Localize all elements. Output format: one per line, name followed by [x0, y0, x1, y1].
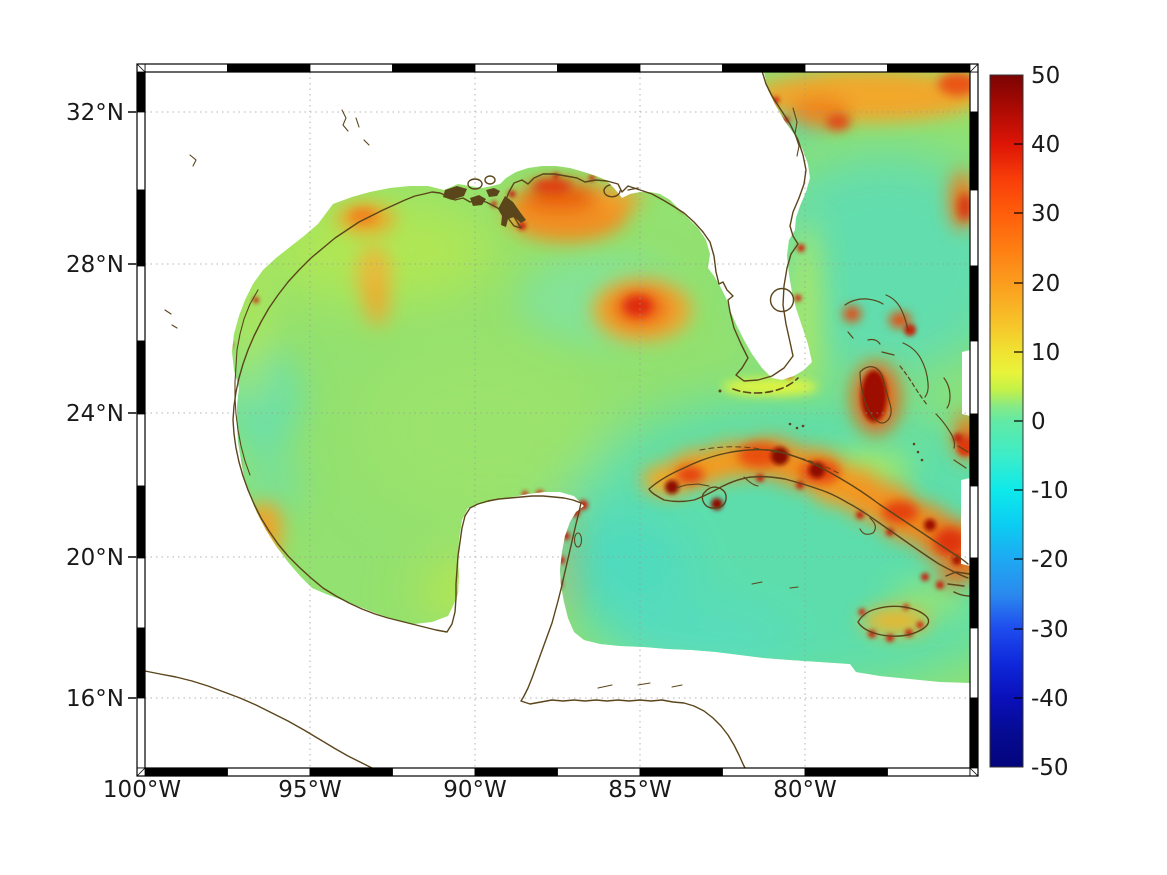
frame-left-bar	[136, 71, 146, 769]
mainland-coastline	[232, 70, 807, 769]
florida-keys	[732, 377, 799, 394]
lake-okeechobee	[769, 287, 795, 313]
colorbar-tick-label: 30	[1031, 201, 1060, 227]
frame-right-bar	[969, 71, 979, 769]
frame-top-bar	[144, 63, 971, 73]
cuba-coastline	[648, 448, 969, 579]
colorbar-tick-label: -20	[1031, 547, 1069, 573]
cuba-bays	[675, 476, 876, 535]
bahamas-islands	[788, 294, 969, 469]
y-tick-label: 20°N	[66, 545, 124, 571]
frame-bottom-bar	[144, 767, 971, 777]
x-tick-label: 95°W	[278, 777, 342, 803]
colorbar-tick-label: 50	[1031, 63, 1060, 89]
inland-lakes	[164, 109, 370, 329]
y-tick-label: 32°N	[66, 100, 124, 126]
x-tick-label: 90°W	[443, 777, 507, 803]
colorbar-tick-label: -30	[1031, 617, 1069, 643]
pacific-coastline	[144, 670, 373, 769]
colorbar-tick-label: 0	[1031, 409, 1046, 435]
colorbar-labels: 50 40 30 20 10 0 -10 -20 -30 -40 -50	[1031, 63, 1069, 781]
texas-barrier-islands	[234, 289, 259, 476]
field-shallow-streaks	[722, 378, 818, 396]
x-tick-label: 85°W	[608, 777, 672, 803]
frame-inner-border	[144, 71, 971, 769]
y-tick-label: 24°N	[66, 401, 124, 427]
y-tick-label: 28°N	[66, 252, 124, 278]
cuba-north-cays	[699, 446, 841, 475]
x-tick-label: 100°W	[103, 777, 181, 803]
colorbar-tick-label: -50	[1031, 755, 1069, 781]
colorbar-tick-label: 20	[1031, 271, 1060, 297]
hispaniola-coastline	[945, 571, 971, 597]
frame-outer-border	[136, 63, 979, 777]
dry-tortugas-islet	[718, 389, 722, 393]
coastlines	[144, 70, 971, 769]
st-johns-river	[792, 107, 800, 157]
x-axis-labels: 100°W 95°W 90°W 85°W 80°W	[103, 777, 837, 803]
jamaica-coastline	[857, 605, 930, 637]
colorbar-ticks	[1014, 143, 1023, 699]
colorbar: 50 40 30 20 10 0 -10 -20 -30 -40 -50	[989, 63, 1069, 781]
isle-of-youth	[701, 486, 727, 509]
y-tick-label: 16°N	[66, 686, 124, 712]
gridlines	[145, 72, 970, 768]
cayman-islands	[751, 581, 799, 589]
louisiana-marsh	[443, 175, 639, 227]
x-tick-label: 80°W	[773, 777, 837, 803]
colorbar-tick-label: 40	[1031, 132, 1060, 158]
honduras-islands	[597, 682, 683, 689]
cozumel-island	[573, 532, 583, 548]
y-axis-labels: 32°N 28°N 24°N 20°N 16°N	[66, 100, 124, 712]
y-axis-ticks	[128, 111, 137, 699]
colorbar-tick-label: -40	[1031, 686, 1069, 712]
map-frame	[128, 63, 979, 777]
colorbar-tick-label: 10	[1031, 340, 1060, 366]
colorbar-tick-label: -10	[1031, 478, 1069, 504]
